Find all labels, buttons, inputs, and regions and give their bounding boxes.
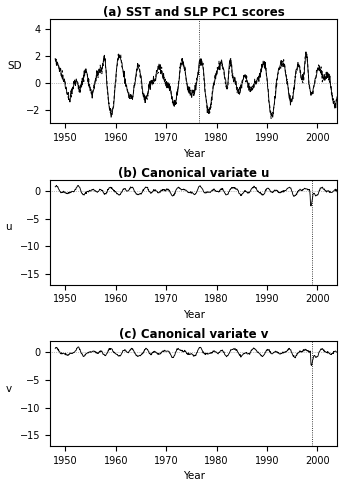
Title: (c) Canonical variate v: (c) Canonical variate v <box>119 328 269 341</box>
Title: (b) Canonical variate u: (b) Canonical variate u <box>118 167 270 180</box>
X-axis label: Year: Year <box>183 471 205 482</box>
X-axis label: Year: Year <box>183 149 205 159</box>
Y-axis label: v: v <box>6 384 12 394</box>
Title: (a) SST and SLP PC1 scores: (a) SST and SLP PC1 scores <box>103 5 285 19</box>
Y-axis label: u: u <box>5 223 12 232</box>
X-axis label: Year: Year <box>183 310 205 320</box>
Y-axis label: SD: SD <box>8 61 22 71</box>
